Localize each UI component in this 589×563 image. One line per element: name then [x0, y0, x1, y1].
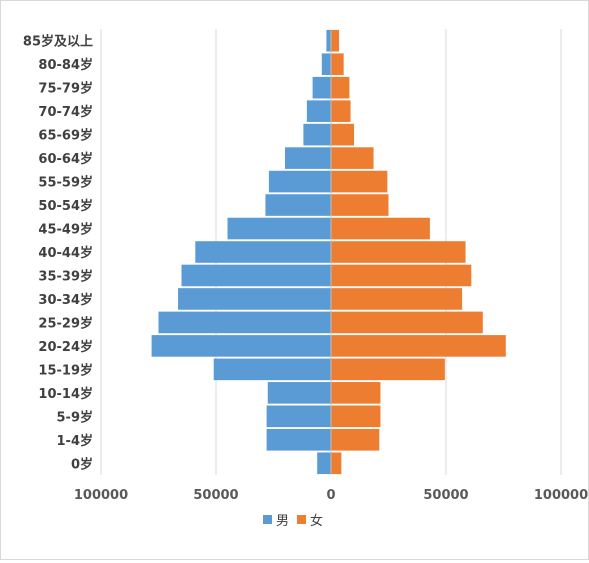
bar-female [331, 100, 351, 122]
bar-female [331, 241, 466, 263]
bar-female [331, 264, 472, 287]
bar-male [317, 452, 331, 475]
category-label: 20-24岁 [38, 339, 93, 355]
category-label: 55-59岁 [38, 175, 93, 191]
bar-female [331, 76, 350, 99]
bar-female [331, 194, 389, 216]
bar-female [331, 335, 506, 357]
legend: 男女 [263, 513, 323, 529]
category-label: 60-64岁 [38, 151, 93, 167]
bar-male [158, 311, 331, 334]
bar-male [181, 264, 331, 287]
bars [151, 29, 506, 475]
bar-male [306, 100, 331, 122]
bar-female [331, 382, 381, 404]
category-label: 10-14岁 [38, 386, 93, 402]
bar-male [321, 53, 331, 76]
legend-label: 女 [310, 513, 323, 529]
bar-male [285, 147, 331, 169]
category-label: 40-44岁 [38, 245, 93, 261]
bar-male [268, 170, 331, 193]
x-tick-label: 50000 [193, 488, 238, 503]
bar-female [331, 311, 483, 334]
category-labels: 0岁 1-4岁 5-9岁 10-14岁 15-19岁 20-24岁 25-29岁 30-34岁… [23, 34, 93, 473]
bar-female [331, 29, 340, 52]
category-label: 5-9岁 [57, 409, 94, 425]
legend-swatch [263, 515, 272, 524]
category-label: 80-84岁 [38, 57, 93, 73]
bar-female [331, 428, 380, 451]
category-label: 1-4岁 [57, 433, 94, 449]
category-label: 35-39岁 [38, 268, 93, 284]
bar-male [303, 123, 331, 146]
bar-female [331, 53, 344, 76]
bar-female [331, 147, 374, 169]
bar-male [195, 241, 331, 263]
bar-female [331, 217, 430, 240]
category-label: 25-29岁 [38, 315, 93, 331]
bar-male [227, 217, 331, 240]
category-label: 30-34岁 [38, 292, 93, 308]
legend-label: 男 [276, 514, 289, 529]
bar-male [267, 382, 331, 404]
legend-item-male: 男 [263, 514, 289, 529]
bar-male [265, 194, 331, 216]
bar-male [213, 358, 331, 381]
bar-male [266, 405, 331, 428]
bar-male [151, 335, 331, 357]
x-tick-label: 100000 [534, 488, 588, 503]
bar-male [312, 76, 331, 99]
bar-male [266, 428, 331, 451]
x-tick-label: 50000 [423, 488, 468, 503]
category-label: 70-74岁 [38, 104, 93, 120]
bar-female [331, 123, 354, 146]
legend-item-female: 女 [297, 513, 323, 529]
bar-female [331, 358, 445, 381]
x-tick-label: 100000 [74, 488, 128, 503]
category-label: 50-54岁 [38, 198, 93, 214]
bar-female [331, 405, 381, 428]
x-tick-label: 0 [326, 488, 335, 503]
category-label: 15-19岁 [38, 362, 93, 378]
legend-swatch [297, 515, 306, 524]
x-tick-labels: 100000 50000 0 50000 100000 [74, 488, 588, 503]
category-label: 45-49岁 [38, 222, 93, 238]
category-label: 85岁及以上 [23, 34, 93, 50]
bar-male [178, 288, 331, 310]
bar-female [331, 452, 342, 475]
category-label: 75-79岁 [38, 81, 93, 97]
bar-female [331, 288, 463, 310]
bar-female [331, 170, 388, 193]
category-label: 65-69岁 [38, 128, 93, 144]
bar-male [326, 29, 331, 52]
category-label: 0岁 [71, 456, 93, 472]
